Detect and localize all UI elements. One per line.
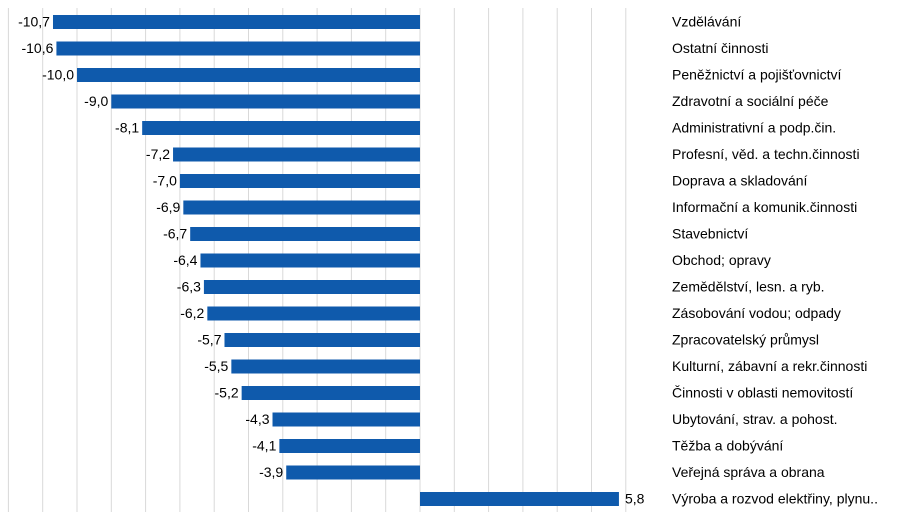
bar (203, 280, 420, 294)
data-label: -3,9 (259, 464, 283, 480)
bar (286, 465, 420, 480)
bars-layer (52, 15, 619, 506)
category-label: Výroba a rozvod elektřiny, plynu.. (672, 491, 878, 507)
category-label: Informační a komunik.činnosti (672, 199, 857, 215)
category-label: Profesní, věd. a techn.činnosti (672, 146, 860, 162)
data-label: -4,1 (252, 438, 276, 454)
bar (231, 359, 420, 374)
category-label: Stavebnictví (672, 226, 748, 242)
bar (200, 253, 420, 268)
data-label: -5,2 (215, 385, 239, 401)
bar (56, 41, 421, 56)
category-label: Administrativní a podp.čin. (672, 120, 836, 136)
bar (241, 386, 420, 400)
data-label: 5,8 (625, 491, 645, 507)
category-label: Zdravotní a sociální péče (672, 93, 829, 109)
data-label: -5,5 (204, 358, 228, 374)
category-label: Zemědělství, lesn. a ryb. (672, 279, 825, 295)
category-label: Zásobování vodou; odpady (672, 305, 841, 321)
data-label: -5,7 (197, 332, 221, 348)
category-label: Obchod; opravy (672, 252, 771, 268)
bar (190, 227, 420, 241)
category-label: Činnosti v oblasti nemovitostí (672, 385, 853, 401)
category-label: Veřejná správa a obrana (672, 464, 825, 480)
category-label: Kulturní, zábavní a rekr.činnosti (672, 358, 867, 374)
bar (173, 147, 420, 162)
category-label: Zpracovatelský průmysl (672, 332, 819, 348)
bar (279, 439, 420, 453)
data-label: -4,3 (245, 411, 269, 427)
bar (420, 492, 619, 506)
data-label: -8,1 (115, 120, 139, 136)
data-label: -9,0 (84, 93, 108, 109)
data-label: -6,9 (156, 199, 180, 215)
data-label: -10,7 (18, 14, 50, 30)
bar (224, 333, 420, 347)
bar (52, 15, 421, 29)
data-label: -7,0 (153, 173, 177, 189)
bar (77, 68, 420, 82)
data-label: -6,7 (163, 226, 187, 242)
data-label: -7,2 (146, 146, 170, 162)
category-label: Těžba a dobývání (672, 438, 783, 454)
data-label: -6,3 (177, 279, 201, 295)
data-label: -6,4 (173, 252, 197, 268)
category-label: Vzdělávání (672, 14, 741, 30)
bar (142, 121, 421, 135)
category-label: Doprava a skladování (672, 173, 808, 189)
data-label: -10,0 (42, 67, 74, 83)
value-labels-layer: -10,7 -10,6 -10,0 -9,0 -8,1 -7,2 -7,0 -6,9 -6,7 -… (18, 14, 645, 507)
data-label: -10,6 (21, 40, 53, 56)
bar (183, 200, 420, 215)
bar (111, 94, 421, 109)
category-label: Peněžnictví a pojišťovnictví (672, 67, 842, 83)
category-label: Ubytování, strav. a pohost. (672, 411, 838, 427)
bar (272, 412, 420, 427)
category-labels-layer: Vzdělávání Ostatní činnosti Peněžnictví a … (672, 14, 878, 507)
data-label: -6,2 (180, 305, 204, 321)
bar (179, 174, 420, 188)
bar (207, 306, 420, 321)
category-label: Ostatní činnosti (672, 40, 769, 56)
